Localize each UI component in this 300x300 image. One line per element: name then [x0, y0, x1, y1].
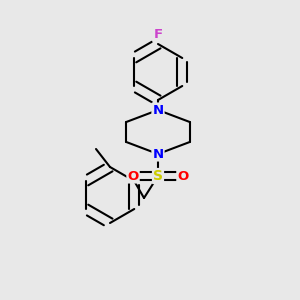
Text: S: S: [153, 169, 163, 183]
Text: O: O: [177, 169, 189, 182]
Text: O: O: [128, 169, 139, 182]
Text: N: N: [152, 148, 164, 160]
Text: F: F: [153, 28, 163, 41]
Text: N: N: [152, 103, 164, 116]
